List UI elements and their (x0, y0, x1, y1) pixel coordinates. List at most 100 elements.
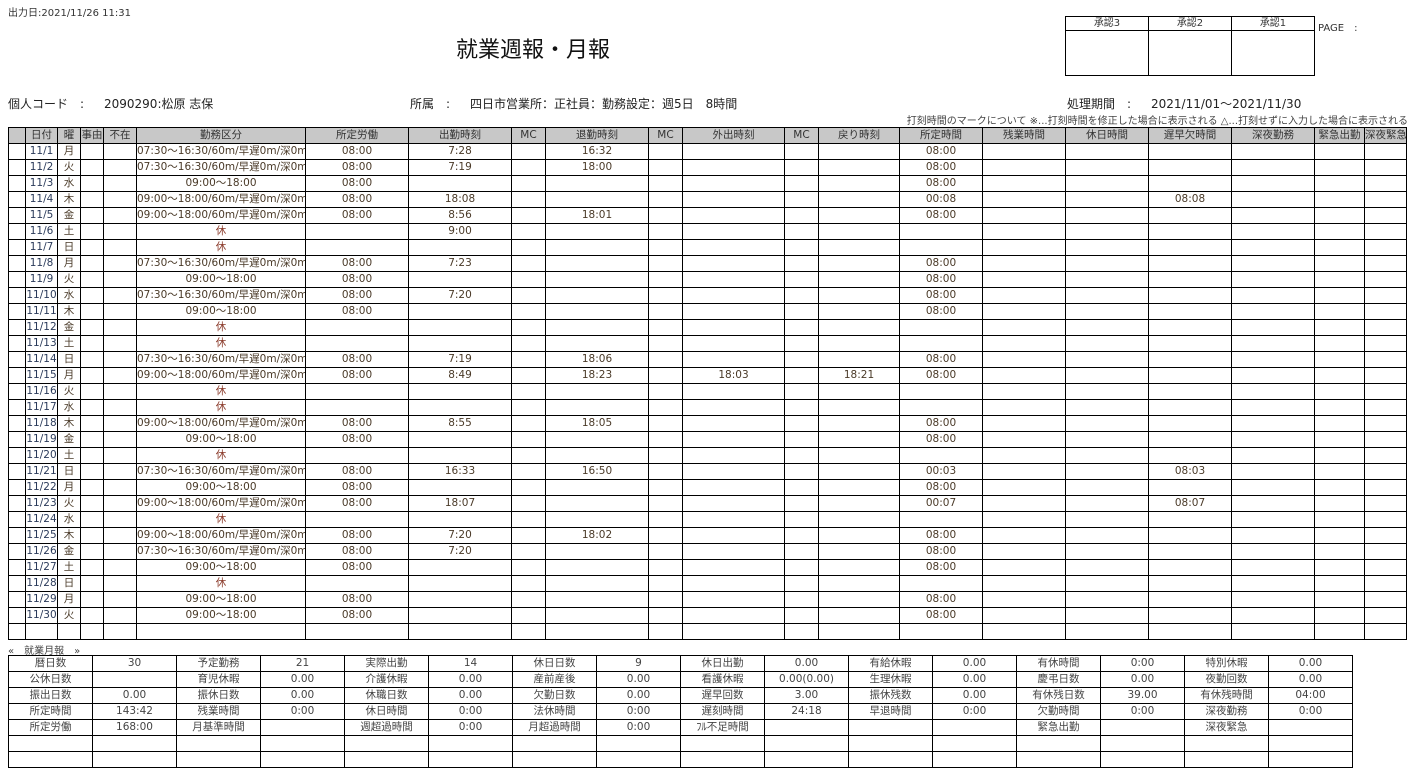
table-row: 11/8 月 07:30～16:30/60m/早遅0m/深0m 08:00 7:23 08… (8, 255, 1407, 272)
table-cell (511, 223, 546, 240)
summary-label: 有休残時間 (1184, 687, 1269, 704)
table-cell (408, 447, 512, 464)
table-cell (1364, 175, 1407, 192)
table-cell (784, 543, 819, 560)
table-cell (818, 287, 900, 304)
table-cell (103, 479, 137, 496)
table-cell (8, 159, 26, 176)
table-cell (1065, 383, 1149, 400)
table-cell (682, 575, 785, 592)
table-cell (1065, 287, 1149, 304)
table-cell (80, 415, 104, 432)
table-cell (1364, 143, 1407, 160)
summary-label: 予定勤務 (176, 655, 261, 672)
table-cell (682, 527, 785, 544)
summary-value (92, 751, 177, 768)
table-cell (1065, 623, 1149, 640)
table-cell (8, 415, 26, 432)
table-cell (1065, 479, 1149, 496)
table-cell (1364, 367, 1407, 384)
table-cell (103, 495, 137, 512)
table-cell (511, 271, 546, 288)
table-cell (511, 559, 546, 576)
summary-label: 産前産後 (512, 671, 597, 688)
table-cell (545, 287, 649, 304)
column-header: MC (648, 127, 683, 144)
table-cell: 月 (57, 591, 81, 608)
table-cell (784, 143, 819, 160)
table-cell (1364, 527, 1407, 544)
output-date: 出力日:2021/11/26 11:31 (8, 8, 132, 19)
summary-label: 特別休暇 (1184, 655, 1269, 672)
summary-value (596, 735, 681, 752)
table-cell (511, 527, 546, 544)
table-cell (1148, 527, 1232, 544)
table-cell (899, 239, 983, 256)
table-cell (1148, 319, 1232, 336)
table-cell: 木 (57, 527, 81, 544)
table-cell: 08:00 (305, 351, 409, 368)
table-cell (511, 239, 546, 256)
table-cell (1314, 431, 1365, 448)
table-cell (8, 191, 26, 208)
table-cell (545, 511, 649, 528)
table-cell (103, 575, 137, 592)
table-cell: 08:00 (899, 255, 983, 272)
table-cell: 7:19 (408, 159, 512, 176)
table-cell: 09:00～18:00 (136, 607, 306, 624)
table-cell: 11/27 (25, 559, 58, 576)
table-cell (1231, 191, 1315, 208)
summary-value: 0:00 (1268, 703, 1353, 720)
affiliation-label: 所属 : (410, 97, 451, 111)
table-cell (80, 607, 104, 624)
table-cell (511, 175, 546, 192)
table-cell (103, 207, 137, 224)
mark-note: 打刻時間のマークについて ※...打刻時間を修正した場合に表示される △...打… (906, 116, 1408, 127)
table-cell (1231, 511, 1315, 528)
table-cell (818, 207, 900, 224)
table-cell (1148, 159, 1232, 176)
table-row (8, 623, 1407, 640)
table-cell (818, 319, 900, 336)
table-cell (818, 303, 900, 320)
table-cell (103, 335, 137, 352)
table-cell (1364, 383, 1407, 400)
summary-label: 欠勤日数 (512, 687, 597, 704)
table-cell: 18:05 (545, 415, 649, 432)
summary-label: 緊急出勤 (1016, 719, 1101, 736)
column-header: 深夜緊急 (1364, 127, 1407, 144)
summary-value: 0.00 (428, 687, 513, 704)
summary-label: 慶弔日数 (1016, 671, 1101, 688)
table-cell (982, 559, 1066, 576)
table-cell (982, 303, 1066, 320)
table-cell (8, 607, 26, 624)
table-cell (1314, 495, 1365, 512)
table-cell (103, 591, 137, 608)
table-cell (982, 495, 1066, 512)
table-cell (408, 175, 512, 192)
table-cell: 11/4 (25, 191, 58, 208)
table-cell: 08:00 (305, 303, 409, 320)
table-cell (80, 559, 104, 576)
table-cell (1364, 255, 1407, 272)
table-cell (648, 447, 683, 464)
table-cell: 08:00 (305, 255, 409, 272)
table-cell (982, 159, 1066, 176)
column-header (8, 127, 26, 144)
table-cell (648, 175, 683, 192)
table-cell (1364, 431, 1407, 448)
table-cell: 08:00 (899, 543, 983, 560)
table-cell (682, 143, 785, 160)
table-row: 11/6 土 休 9:00 (8, 223, 1407, 240)
table-cell (682, 271, 785, 288)
table-cell: 08:00 (305, 207, 409, 224)
table-cell (648, 591, 683, 608)
table-cell: 07:30～16:30/60m/早遅0m/深0m (136, 159, 306, 176)
table-cell: 18:21 (818, 367, 900, 384)
table-cell: 休 (136, 511, 306, 528)
table-cell (1231, 431, 1315, 448)
table-cell (545, 543, 649, 560)
table-row: 11/21 日 07:30～16:30/60m/早遅0m/深0m 08:00 16:33… (8, 463, 1407, 480)
table-cell (1065, 431, 1149, 448)
summary-value: 0.00 (932, 655, 1017, 672)
